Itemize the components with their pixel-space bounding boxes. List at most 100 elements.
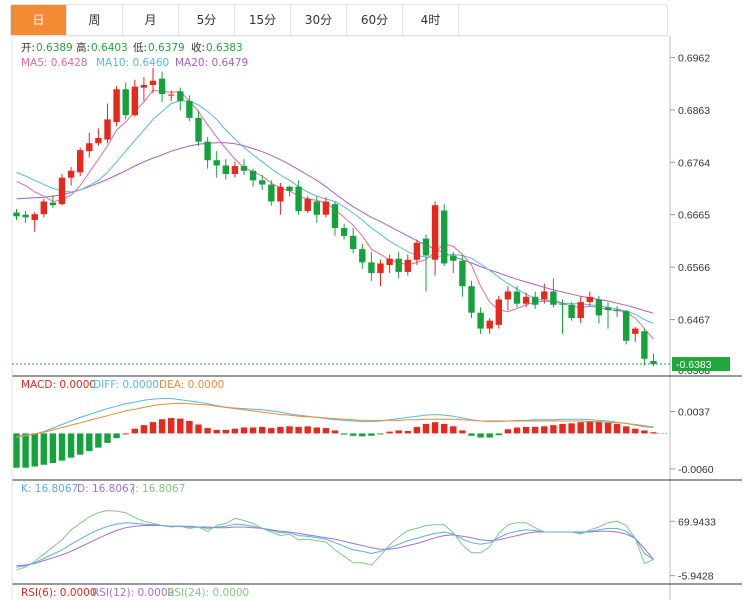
macd-bar-22 [213, 429, 220, 434]
tab-0[interactable]: 日 [11, 5, 67, 35]
macd-bar-67 [623, 426, 630, 434]
macd-bar-25 [240, 427, 248, 434]
candle-33 [313, 201, 320, 215]
k-line [16, 522, 654, 568]
candle-58 [541, 291, 548, 300]
macd-bar-29 [277, 426, 284, 434]
candle-69 [641, 331, 648, 359]
d-legend: D: 16.8067 [77, 483, 135, 495]
candle-39 [368, 262, 375, 273]
macd-bar-32 [304, 426, 311, 434]
candle-24 [231, 166, 239, 174]
tab-3[interactable]: 5分 [179, 5, 235, 35]
tab-6[interactable]: 60分 [347, 5, 403, 35]
ma5-legend: MA5: 0.6428 [21, 57, 88, 69]
tab-1[interactable]: 周 [67, 5, 123, 35]
macd-panel [13, 398, 670, 468]
macd-bar-17 [168, 418, 175, 434]
candle-68 [632, 328, 639, 334]
j-legend: J: 16.8067 [131, 483, 185, 495]
candle-2 [31, 214, 38, 221]
tab-5[interactable]: 30分 [291, 5, 347, 35]
low-value: 0.6379 [148, 42, 185, 54]
candle-55 [513, 291, 521, 304]
candle-41 [386, 258, 393, 266]
macd-bar-42 [395, 430, 402, 434]
rsi24-legend: RSI(24): 0.0000 [167, 587, 249, 599]
tab-2[interactable]: 月 [123, 5, 179, 35]
candle-46 [431, 205, 439, 260]
macd-bar-12 [122, 433, 129, 435]
candle-35 [331, 204, 339, 228]
ma20-legend: MA20: 0.6479 [175, 57, 248, 69]
candle-15 [149, 80, 157, 86]
macd-bar-6 [67, 433, 75, 458]
rsi12-legend: RSI(12): 0.0000 [92, 587, 174, 599]
macd-bar-33 [313, 427, 320, 434]
j-line [16, 509, 654, 571]
candle-12 [122, 89, 129, 116]
candle-56 [522, 296, 530, 304]
period-tabs: 日周月 5分 15分 30分 60分 4时 [10, 4, 668, 36]
candle-11 [113, 89, 120, 123]
kdj-tick-1: -5.9428 [678, 571, 714, 583]
macd-bar-70 [650, 432, 657, 434]
tab-4[interactable]: 15分 [235, 5, 291, 35]
macd-bar-15 [149, 422, 157, 434]
candle-53 [495, 299, 502, 325]
last-price-text: -0.6383 [676, 359, 712, 371]
candle-50 [468, 286, 475, 313]
candle-61 [568, 304, 575, 318]
macd-bar-48 [450, 426, 457, 434]
macd-bar-64 [595, 421, 603, 434]
macd-bar-9 [95, 433, 102, 448]
candle-44 [413, 242, 421, 260]
close-label: 收: [191, 41, 205, 54]
candle-43 [404, 259, 411, 272]
candle-6 [67, 170, 75, 178]
candle-14 [140, 85, 148, 88]
macd-bar-14 [140, 425, 148, 434]
macd-bar-10 [104, 433, 111, 443]
candle-31 [295, 186, 302, 212]
last-price-tag [672, 357, 730, 372]
macd-bar-65 [604, 422, 612, 434]
candle-42 [395, 258, 402, 272]
candle-57 [532, 296, 539, 305]
candle-4 [49, 202, 57, 206]
candle-16 [158, 78, 166, 95]
macd-bar-13 [131, 428, 138, 434]
candle-34 [322, 201, 330, 215]
macd-bar-54 [504, 429, 512, 434]
macd-bar-52 [486, 433, 493, 438]
dea-line [16, 402, 654, 437]
macd-bar-2 [31, 433, 38, 467]
candle-28 [268, 184, 275, 202]
candle-51 [477, 312, 484, 329]
macd-bar-41 [386, 431, 393, 434]
macd-bar-11 [113, 433, 120, 439]
tab-7[interactable]: 4时 [403, 5, 459, 35]
macd-bar-30 [286, 426, 293, 434]
candle-40 [377, 263, 384, 273]
macd-bar-1 [22, 433, 29, 468]
ma10-legend: MA10: 0.6460 [96, 57, 169, 69]
macd-bar-53 [495, 433, 502, 436]
candle-38 [359, 249, 366, 263]
candle-60 [559, 303, 566, 305]
macd-bar-46 [431, 422, 439, 434]
macd-bar-39 [368, 433, 375, 436]
macd-bar-43 [404, 431, 411, 434]
macd-bar-35 [331, 430, 339, 434]
candle-21 [204, 141, 211, 161]
candle-64 [595, 299, 603, 316]
candle-19 [186, 100, 193, 118]
macd-bar-60 [559, 423, 566, 434]
macd-bar-56 [522, 426, 530, 434]
candle-32 [304, 198, 311, 212]
candle-3 [40, 201, 47, 215]
macd-bar-38 [359, 433, 366, 437]
macd-bar-8 [86, 433, 93, 452]
dea-legend: DEA: 0.0000 [159, 379, 224, 391]
